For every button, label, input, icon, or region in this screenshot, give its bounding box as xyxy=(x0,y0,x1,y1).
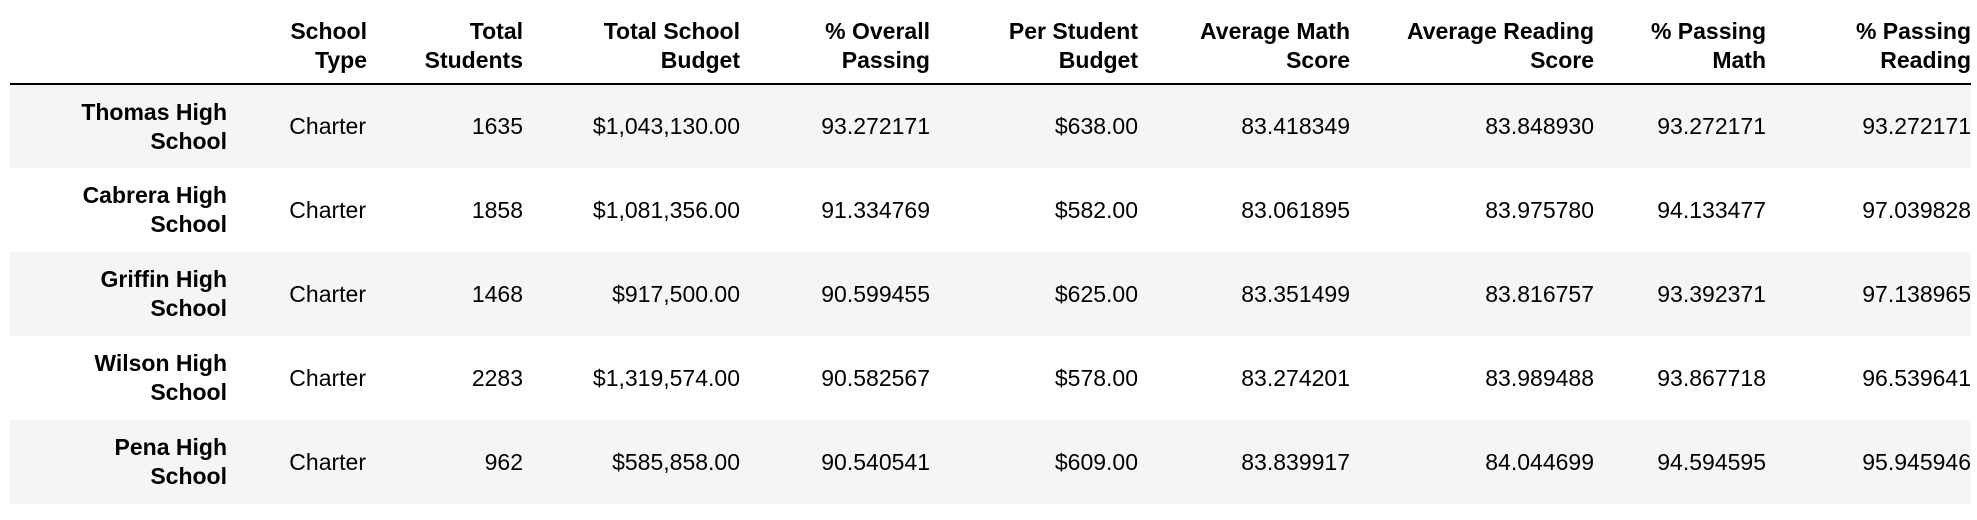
table-cell: $582.00 xyxy=(1054,196,1138,223)
table-cell: 97.138965 xyxy=(1862,280,1971,307)
row-index-line: School xyxy=(150,379,227,405)
row-index-line: Thomas High xyxy=(81,98,227,125)
row-index-line: Griffin High xyxy=(100,266,227,292)
header-line: School xyxy=(290,18,367,44)
table-row: Cabrera High School Charter 1858 $1,081,… xyxy=(10,168,1971,252)
table-cell: 94.594595 xyxy=(1657,448,1766,475)
table-cell: 84.044699 xyxy=(1485,448,1594,475)
column-header-school-type: School Type xyxy=(229,6,367,85)
column-header-total-school-budget: Total School Budget xyxy=(523,6,740,85)
table-cell: 83.975780 xyxy=(1485,196,1594,223)
header-line: Average Reading xyxy=(1406,18,1594,44)
table-cell: 93.392371 xyxy=(1657,280,1766,307)
column-header-per-student-budget: Per Student Budget xyxy=(930,6,1138,85)
table-cell: 962 xyxy=(484,448,523,475)
table-cell: $1,081,356.00 xyxy=(592,196,740,223)
table-cell: 96.539641 xyxy=(1862,364,1971,391)
table-cell: 97.039828 xyxy=(1862,196,1971,223)
table-row: Griffin High School Charter 1468 $917,50… xyxy=(10,252,1971,336)
table-cell: 83.274201 xyxy=(1241,364,1350,391)
table-cell: Charter xyxy=(289,113,366,139)
table-cell: 94.133477 xyxy=(1657,196,1766,223)
row-index-line: School xyxy=(150,295,227,321)
row-index-line: Cabrera High xyxy=(82,182,227,208)
column-header-passing-math: % Passing Math xyxy=(1594,6,1766,85)
table-cell: 2283 xyxy=(471,364,523,391)
header-line: Type xyxy=(315,47,367,73)
table-cell: $638.00 xyxy=(1054,113,1138,139)
table-cell: 83.839917 xyxy=(1241,448,1350,475)
header-line: % Passing xyxy=(1650,18,1766,44)
header-line: Total School xyxy=(603,18,740,44)
table-cell: 1858 xyxy=(471,196,523,223)
row-index-line: Wilson High xyxy=(94,350,227,376)
header-line: Students xyxy=(424,47,523,73)
table-row: Pena High School Charter 962 $585,858.00… xyxy=(10,420,1971,504)
row-index: Thomas High School xyxy=(10,84,229,168)
column-header-passing-reading: % Passing Reading xyxy=(1766,6,1971,85)
header-row: School Type Total Students Total School … xyxy=(10,6,1971,85)
row-index: Cabrera High School xyxy=(10,168,229,252)
header-line: Average Math xyxy=(1200,18,1350,44)
table-cell: Charter xyxy=(289,364,366,391)
table-header: School Type Total Students Total School … xyxy=(10,6,1971,85)
table-cell: $585,858.00 xyxy=(612,448,740,475)
header-line: % Passing xyxy=(1855,18,1971,44)
table-cell: 95.945946 xyxy=(1862,448,1971,475)
row-index: Pena High School xyxy=(10,420,229,504)
table-cell: 1468 xyxy=(471,280,523,307)
column-header-average-math-score: Average Math Score xyxy=(1138,6,1350,85)
header-line: Budget xyxy=(660,47,740,73)
row-index-line: School xyxy=(150,463,227,489)
row-index-line: School xyxy=(150,127,227,154)
header-line: Per Student xyxy=(1008,18,1138,44)
table-cell: 90.582567 xyxy=(821,364,930,391)
table-cell: $1,043,130.00 xyxy=(592,113,740,139)
header-line: Reading xyxy=(1880,47,1971,73)
table-cell: 93.272171 xyxy=(1657,113,1766,139)
table-row: Wilson High School Charter 2283 $1,319,5… xyxy=(10,336,1971,420)
table-cell: 91.334769 xyxy=(821,196,930,223)
column-header-total-students: Total Students xyxy=(367,6,523,85)
table-row: Thomas High School Charter 1635 $1,043,1… xyxy=(10,84,1971,168)
header-line: Score xyxy=(1286,47,1350,73)
table-cell: 83.848930 xyxy=(1485,113,1594,139)
header-line: Passing xyxy=(841,47,930,73)
school-summary-table: School Type Total Students Total School … xyxy=(10,6,1971,504)
table-cell: 93.867718 xyxy=(1657,364,1766,391)
row-index: Griffin High School xyxy=(10,252,229,336)
table-cell: 93.272171 xyxy=(1862,113,1971,139)
table-cell: $625.00 xyxy=(1054,280,1138,307)
table-cell: $917,500.00 xyxy=(612,280,740,307)
row-index-line: School xyxy=(150,211,227,237)
table-cell: $1,319,574.00 xyxy=(592,364,740,391)
header-line: Score xyxy=(1530,47,1594,73)
table-cell: 83.418349 xyxy=(1241,113,1350,139)
table-cell: 83.989488 xyxy=(1485,364,1594,391)
header-line: Total xyxy=(469,18,523,44)
table-body: Thomas High School Charter 1635 $1,043,1… xyxy=(10,84,1971,504)
table-cell: Charter xyxy=(289,280,366,307)
table-cell: 1635 xyxy=(471,113,523,139)
index-header xyxy=(10,6,229,85)
table-cell: 83.061895 xyxy=(1241,196,1350,223)
table-cell: 83.816757 xyxy=(1485,280,1594,307)
table-cell: 83.351499 xyxy=(1241,280,1350,307)
table-cell: $609.00 xyxy=(1054,448,1138,475)
table-cell: 93.272171 xyxy=(821,113,930,139)
table-cell: 90.599455 xyxy=(821,280,930,307)
column-header-overall-passing: % Overall Passing xyxy=(740,6,930,85)
header-line: Budget xyxy=(1058,47,1138,73)
row-index: Wilson High School xyxy=(10,336,229,420)
table-cell: $578.00 xyxy=(1054,364,1138,391)
column-header-average-reading-score: Average Reading Score xyxy=(1350,6,1594,85)
header-line: Math xyxy=(1712,47,1766,73)
row-index-line: Pena High xyxy=(114,434,227,460)
table-cell: Charter xyxy=(289,448,366,475)
header-line: % Overall xyxy=(825,18,930,44)
table-cell: Charter xyxy=(289,196,366,223)
table-cell: 90.540541 xyxy=(821,448,930,475)
